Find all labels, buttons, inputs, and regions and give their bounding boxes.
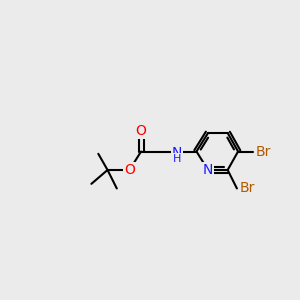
Text: Br: Br — [240, 182, 255, 196]
Text: N: N — [172, 146, 182, 160]
Text: Br: Br — [256, 145, 272, 158]
Text: N: N — [203, 163, 213, 177]
Text: O: O — [124, 163, 135, 177]
Text: H: H — [173, 154, 181, 164]
Text: O: O — [136, 124, 146, 138]
